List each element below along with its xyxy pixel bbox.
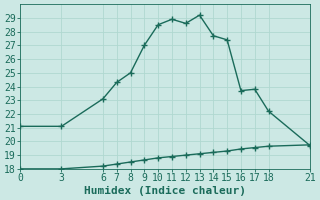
X-axis label: Humidex (Indice chaleur): Humidex (Indice chaleur) [84, 186, 246, 196]
